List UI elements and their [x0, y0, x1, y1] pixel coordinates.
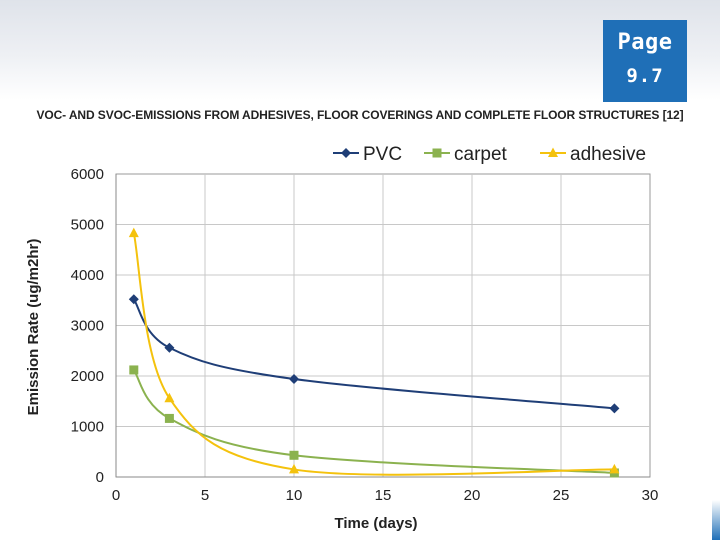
axes	[115, 174, 650, 478]
data-point-adhesive	[128, 227, 139, 238]
x-tick-label: 25	[553, 487, 570, 504]
legend-label: PVC	[363, 144, 402, 165]
data-point-carpet	[289, 450, 299, 460]
data-point-PVC	[164, 342, 175, 353]
x-tick-label: 15	[375, 487, 392, 504]
series-PVC	[128, 294, 620, 414]
data-point-adhesive	[289, 463, 299, 474]
legend-item-adhesive: adhesive	[540, 144, 646, 165]
y-tick-label: 0	[96, 469, 104, 486]
edge-accent	[712, 500, 720, 540]
y-tick-label: 3000	[71, 318, 104, 335]
data-point-adhesive	[609, 463, 620, 474]
y-axis-label: Emission Rate (ug/m2hr)	[25, 239, 42, 416]
x-tick-label: 10	[286, 487, 303, 504]
series-adhesive	[128, 227, 620, 476]
x-tick-label: 0	[112, 487, 120, 504]
data-point-carpet	[164, 413, 174, 423]
page-badge-word: Page	[617, 30, 673, 55]
x-tick-label: 30	[642, 487, 659, 504]
data-point-carpet	[129, 365, 139, 375]
legend-marker	[548, 147, 558, 157]
series-line-adhesive	[132, 232, 615, 476]
legend-item-PVC: PVC	[333, 144, 402, 165]
series-line-carpet	[132, 369, 615, 474]
x-axis-label: Time (days)	[334, 515, 417, 532]
y-tick-label: 5000	[71, 217, 104, 234]
data-point-PVC	[128, 294, 139, 305]
legend: PVC carpet adhesive	[333, 144, 646, 165]
header-band	[0, 0, 720, 100]
legend-marker	[341, 148, 351, 158]
x-tick-label: 20	[464, 487, 481, 504]
slide-title: VOC- AND SVOC-EMISSIONS FROM ADHESIVES, …	[36, 108, 684, 122]
page-badge: Page 9.7	[603, 20, 687, 102]
data-point-adhesive	[164, 392, 175, 403]
y-tick-label: 2000	[71, 368, 104, 385]
y-tick-label: 4000	[71, 267, 104, 284]
grid-lines	[116, 174, 650, 477]
legend-label: adhesive	[570, 144, 646, 165]
legend-item-carpet: carpet	[424, 144, 508, 165]
tick-labels: 0 5 10 15 20 25 30 0 1000 2000 3000 4000 5000 6000	[71, 166, 659, 504]
page-badge-number: 9.7	[626, 65, 664, 87]
x-tick-label: 5	[201, 487, 209, 504]
series-layer	[128, 227, 620, 478]
legend-label: carpet	[454, 144, 508, 165]
series-line-PVC	[132, 298, 615, 410]
y-tick-label: 6000	[71, 166, 104, 183]
legend-marker	[432, 148, 442, 158]
data-point-PVC	[609, 403, 620, 414]
data-point-PVC	[289, 374, 299, 385]
y-tick-label: 1000	[71, 419, 104, 436]
